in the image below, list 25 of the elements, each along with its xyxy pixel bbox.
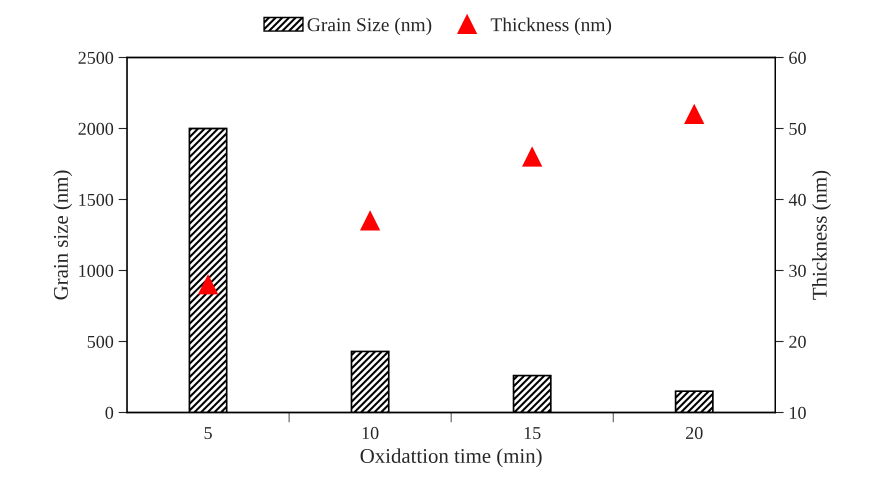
point bbox=[684, 104, 704, 124]
y2-tick-label: 10 bbox=[790, 406, 806, 419]
y2-tick-label: 60 bbox=[789, 52, 806, 64]
x-tick-label: 10 bbox=[362, 426, 378, 440]
y-axis-title: Grain size (nm) bbox=[53, 170, 72, 300]
y2-tick-label: 40 bbox=[788, 194, 806, 206]
y-tick-label: 1500 bbox=[79, 194, 114, 206]
legend-label: Thickness (nm) bbox=[490, 18, 612, 36]
point bbox=[198, 274, 218, 294]
x-tick-label: 15 bbox=[524, 427, 540, 440]
y-tick-label: 2500 bbox=[78, 52, 114, 64]
y2-tick-label: 20 bbox=[789, 336, 806, 348]
legend-label: Grain Size (nm) bbox=[308, 18, 432, 36]
x-tick-label: 20 bbox=[686, 426, 703, 440]
y-tick-label: 500 bbox=[88, 336, 114, 348]
y2-tick-label: 50 bbox=[790, 122, 806, 135]
y-tick-label: 0 bbox=[105, 406, 114, 419]
y2-tick-label: 30 bbox=[789, 264, 806, 277]
point bbox=[522, 147, 542, 167]
point bbox=[360, 211, 380, 231]
x-tick-label: 5 bbox=[204, 427, 212, 440]
y-tick-label: 2000 bbox=[78, 122, 114, 135]
y-tick-label: 1000 bbox=[79, 264, 114, 277]
y2-axis-title: Thickness (nm) bbox=[812, 170, 831, 300]
x-axis-title: Oxidattion time (min) bbox=[360, 448, 542, 468]
